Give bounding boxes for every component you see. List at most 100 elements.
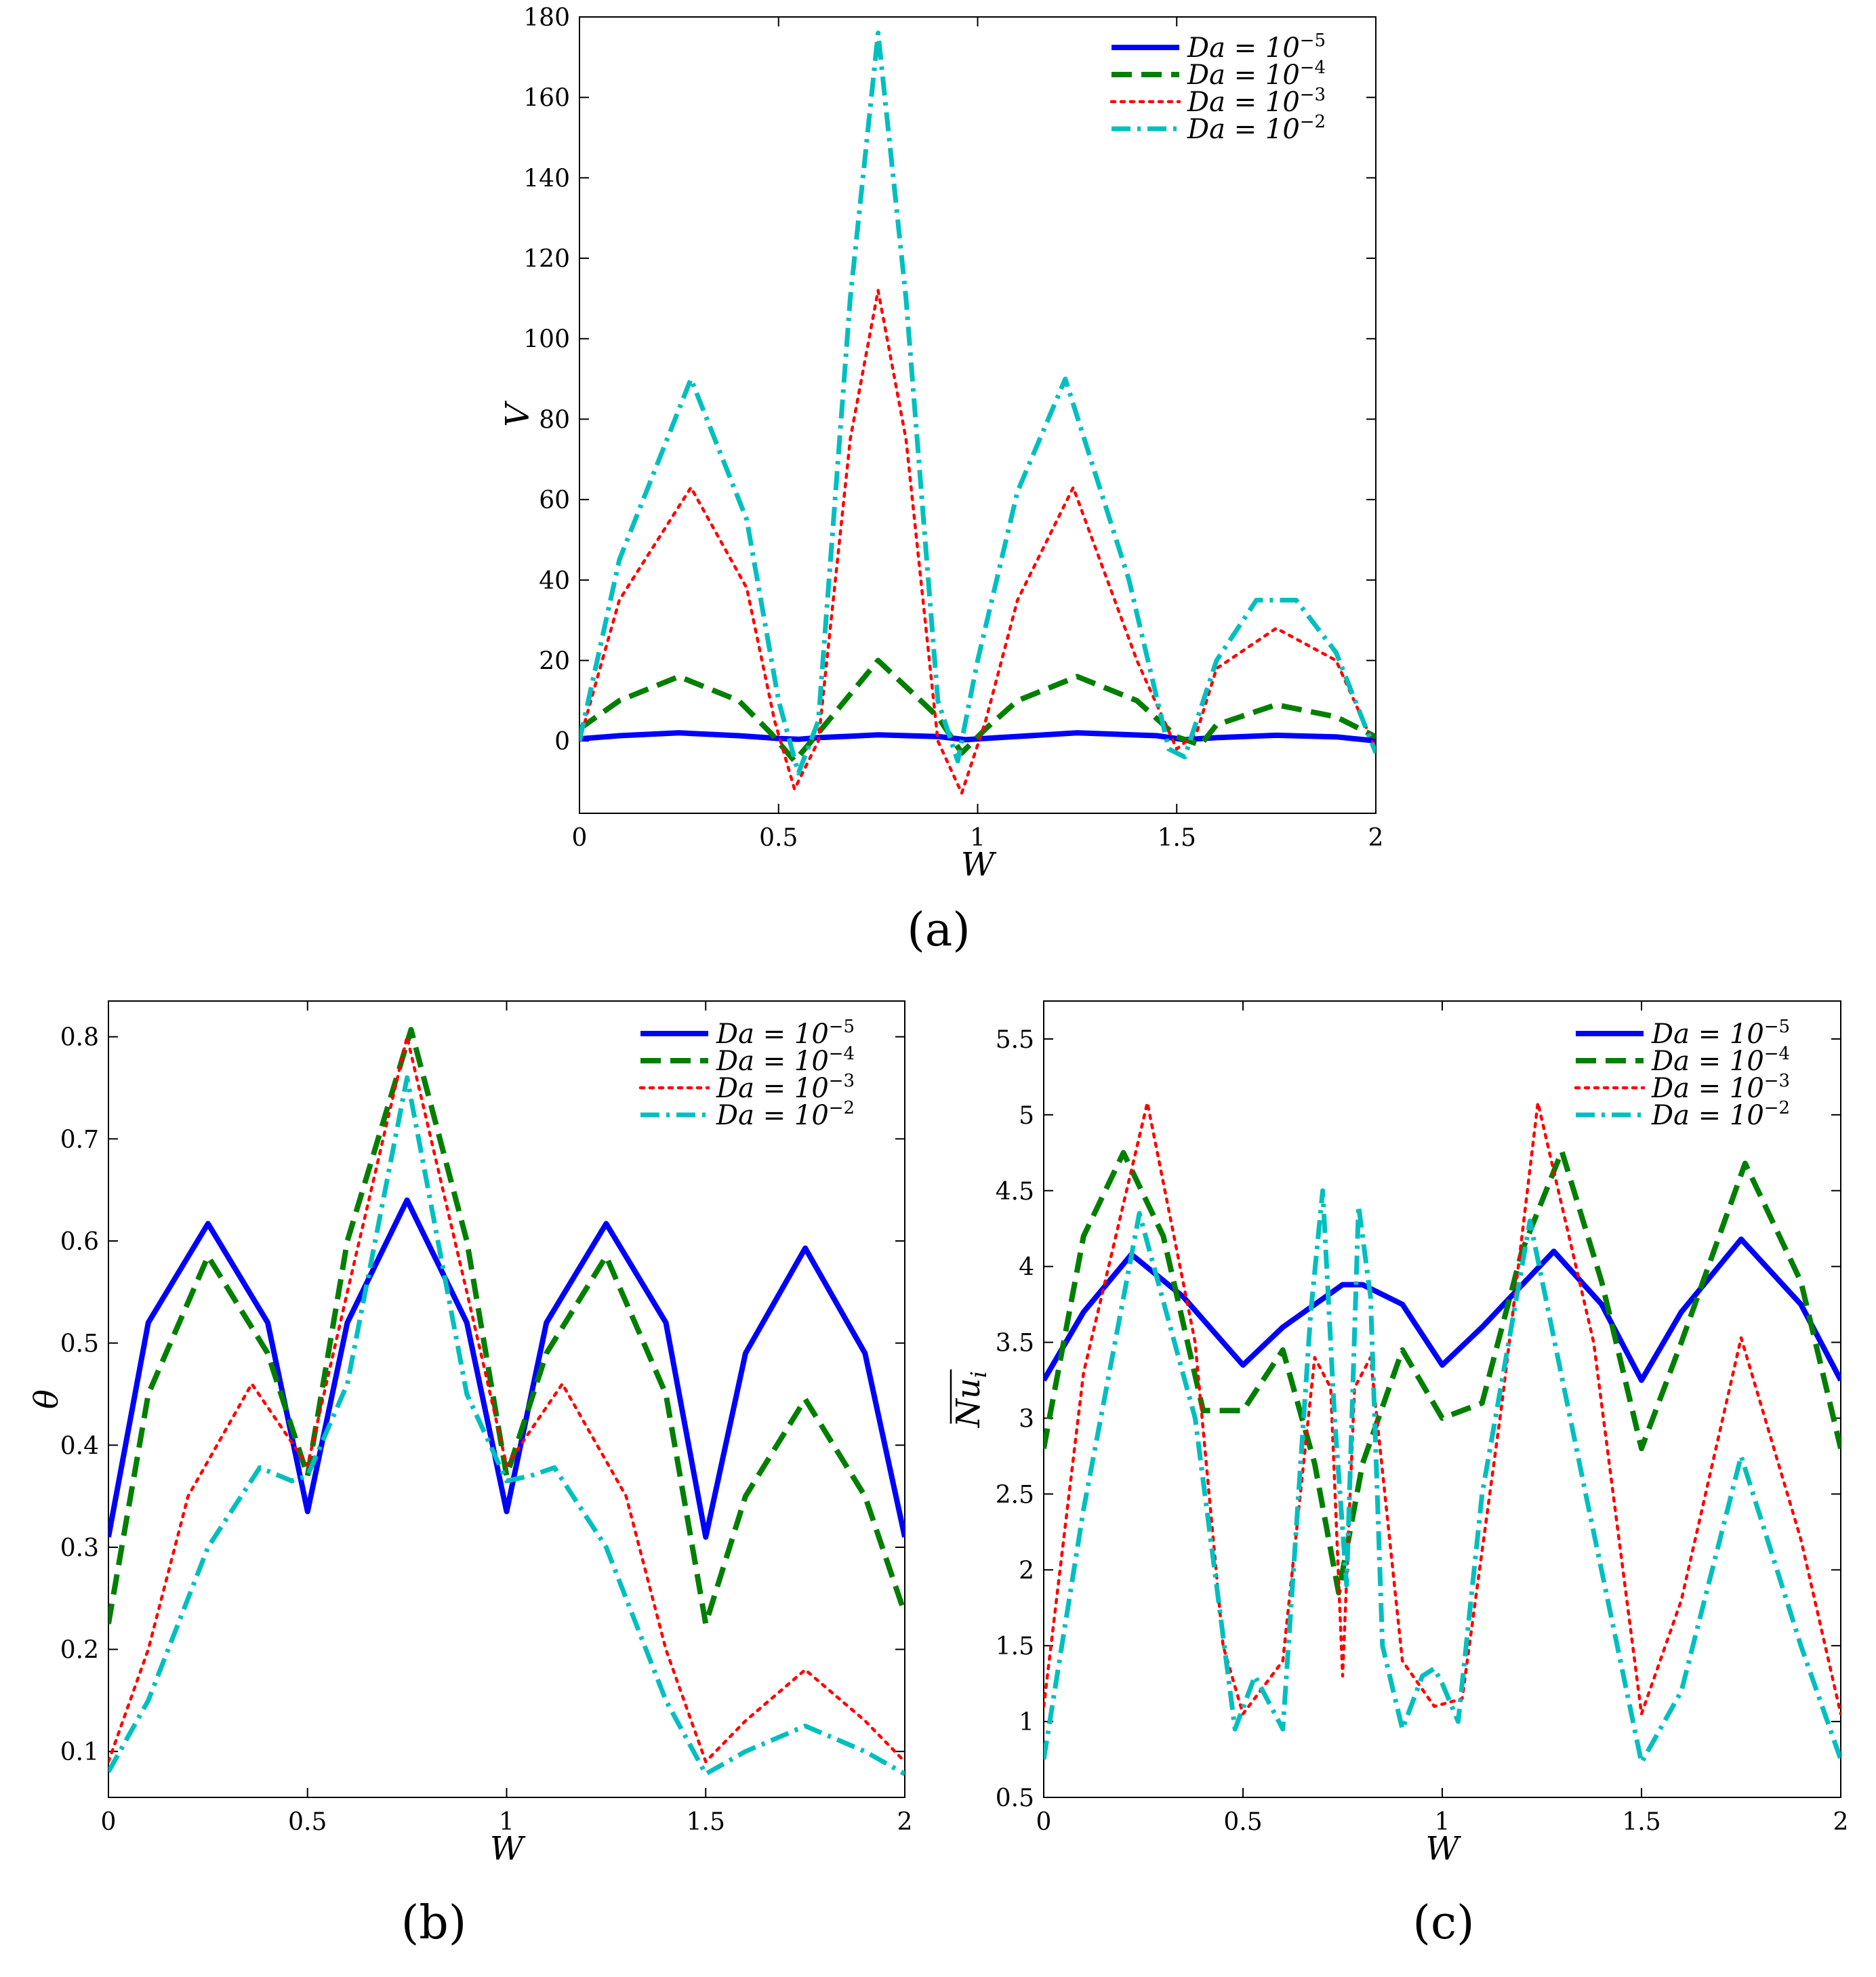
y-tick-label: 40 <box>539 567 570 595</box>
x-tick-label: 1 <box>1435 1808 1450 1836</box>
x-tick-label: 1 <box>499 1808 514 1836</box>
series-line-da1e-2 <box>1044 1188 1841 1765</box>
legend-entry: Da = 10−2 <box>716 1098 855 1131</box>
legend-entry-exponent: −5 <box>829 1017 855 1037</box>
panel-caption: (a) <box>907 903 971 957</box>
legend-entry-exponent: −2 <box>829 1098 855 1118</box>
legend-entry-exponent: −4 <box>1300 58 1326 78</box>
legend: Da = 10−5Da = 10−4Da = 10−3Da = 10−2 <box>1574 1017 1790 1131</box>
y-axis-label: θ <box>28 1389 66 1409</box>
legend-entry: Da = 10−3 <box>1187 85 1326 118</box>
y-tick-label: 5 <box>1019 1102 1034 1130</box>
x-tick-label: 2 <box>897 1808 913 1836</box>
series-line-da1e-3 <box>108 1035 905 1764</box>
legend-entry-exponent: −3 <box>829 1071 855 1091</box>
y-tick-label: 5.5 <box>996 1026 1034 1054</box>
legend-entry: Da = 10−2 <box>1651 1098 1790 1131</box>
legend-entry-base: Da = 10 <box>1187 114 1300 145</box>
series-line-da1e-4 <box>108 1027 905 1627</box>
legend-entry-exponent: −2 <box>1764 1098 1790 1118</box>
y-tick-label: 120 <box>523 245 570 273</box>
y-tick-label: 0.8 <box>60 1024 99 1052</box>
y-tick-label: 2 <box>1019 1557 1034 1585</box>
legend-entry-base: Da = 10 <box>716 1100 829 1131</box>
y-tick-label: 2.5 <box>996 1481 1034 1509</box>
x-axis-label: W <box>490 1830 526 1868</box>
y-tick-label: 140 <box>523 165 570 192</box>
x-tick-label: 0 <box>101 1808 117 1836</box>
chart-panel-b: 0 0.5 1 1.5 2 0.1 0.2 0.3 0.4 0.5 0.6 0.7 0.8 Wθ (b) Da… <box>28 1000 913 1950</box>
y-tick-label: 0.2 <box>60 1637 99 1665</box>
legend-entry-exponent: −5 <box>1764 1017 1790 1037</box>
x-axis-label: W <box>1425 1830 1461 1868</box>
legend-entry-exponent: −4 <box>829 1044 855 1064</box>
legend-entry-exponent: −5 <box>1300 30 1326 51</box>
legend-entry-exponent: −3 <box>1300 85 1326 105</box>
x-tick-label: 0 <box>1036 1808 1052 1836</box>
chart-panel-a: 0 0.5 1 1.5 2020406080100120140160180WV(a)Da… <box>499 4 1383 957</box>
legend-entry: Da = 10−5 <box>1187 30 1326 64</box>
legend-entry-base: Da = 10 <box>1651 1046 1764 1077</box>
legend-entry-base: Da = 10 <box>1651 1100 1764 1131</box>
series-line-da1e-3 <box>579 289 1376 795</box>
y-tick-label: 100 <box>523 326 570 354</box>
y-tick-label: 4 <box>1019 1254 1034 1282</box>
panel-caption: (c) <box>1412 1896 1474 1950</box>
panel-caption: (b) <box>401 1896 467 1950</box>
x-tick-label: 2 <box>1833 1808 1849 1836</box>
legend-entry-base: Da = 10 <box>716 1019 829 1050</box>
x-tick-label: 0.5 <box>288 1808 327 1836</box>
chart-panel-c: 0 0.5 1 1.5 20.511.522.533.544.555.5WNui(c)D… <box>950 1000 1849 1950</box>
legend-entry: Da = 10−3 <box>1651 1071 1790 1104</box>
series-line-da1e-2 <box>579 30 1376 776</box>
x-tick-label: 0.5 <box>759 824 798 852</box>
series-line-da1e-4 <box>1044 1148 1841 1595</box>
legend-entry-exponent: −3 <box>1764 1071 1790 1091</box>
y-tick-label: 20 <box>539 647 570 675</box>
legend-entry-base: Da = 10 <box>1187 33 1300 64</box>
legend-entry: Da = 10−5 <box>1651 1017 1790 1050</box>
y-tick-label: 180 <box>523 4 570 32</box>
y-tick-label: 60 <box>539 487 570 514</box>
y-tick-label: 0.1 <box>60 1738 99 1766</box>
legend-entry-exponent: −2 <box>1300 112 1326 132</box>
y-axis-label: V <box>499 401 537 427</box>
x-tick-label: 0 <box>572 824 588 852</box>
series-line-da1e-5 <box>108 1197 905 1540</box>
y-tick-label: 0.5 <box>60 1330 99 1358</box>
y-tick-label: 0.3 <box>60 1534 99 1562</box>
x-tick-label: 1.5 <box>1158 824 1196 852</box>
y-tick-label: 160 <box>523 85 570 113</box>
legend-entry: Da = 10−4 <box>1651 1044 1790 1077</box>
x-tick-label: 1 <box>970 824 985 852</box>
x-tick-label: 2 <box>1368 824 1384 852</box>
x-tick-label: 0.5 <box>1223 1808 1262 1836</box>
legend-entry-base: Da = 10 <box>1651 1073 1764 1104</box>
legend-entry-base: Da = 10 <box>1187 87 1300 118</box>
legend-entry: Da = 10−5 <box>716 1017 855 1050</box>
y-tick-label: 0.7 <box>60 1126 99 1154</box>
legend-entry-exponent: −4 <box>1764 1044 1790 1064</box>
legend: Da = 10−5Da = 10−4Da = 10−3Da = 10−2 <box>1109 30 1326 145</box>
y-tick-label: 1 <box>1019 1709 1034 1736</box>
legend-entry: Da = 10−4 <box>716 1044 855 1077</box>
legend-entry: Da = 10−2 <box>1187 112 1326 145</box>
legend-entry-base: Da = 10 <box>716 1073 829 1104</box>
x-axis-label: W <box>961 846 997 884</box>
y-tick-label: 0.6 <box>60 1228 99 1256</box>
y-tick-label: 0.5 <box>996 1785 1034 1812</box>
legend-entry-base: Da = 10 <box>1651 1019 1764 1050</box>
y-tick-label: 4.5 <box>996 1178 1034 1206</box>
series-line-da1e-4 <box>579 657 1376 764</box>
y-tick-label: 0 <box>554 728 570 756</box>
x-tick-label: 1.5 <box>1622 1808 1660 1836</box>
y-axis-label-main: Nu <box>950 1378 987 1428</box>
series-line-da1e-3 <box>1044 1101 1841 1716</box>
y-axis-label: Nui <box>950 1371 992 1428</box>
series-line-da1e-5 <box>579 730 1376 744</box>
y-tick-label: 3 <box>1019 1405 1034 1433</box>
legend-entry: Da = 10−4 <box>1187 58 1326 91</box>
y-tick-label: 0.4 <box>60 1432 99 1460</box>
series-line-da1e-2 <box>108 1075 905 1776</box>
